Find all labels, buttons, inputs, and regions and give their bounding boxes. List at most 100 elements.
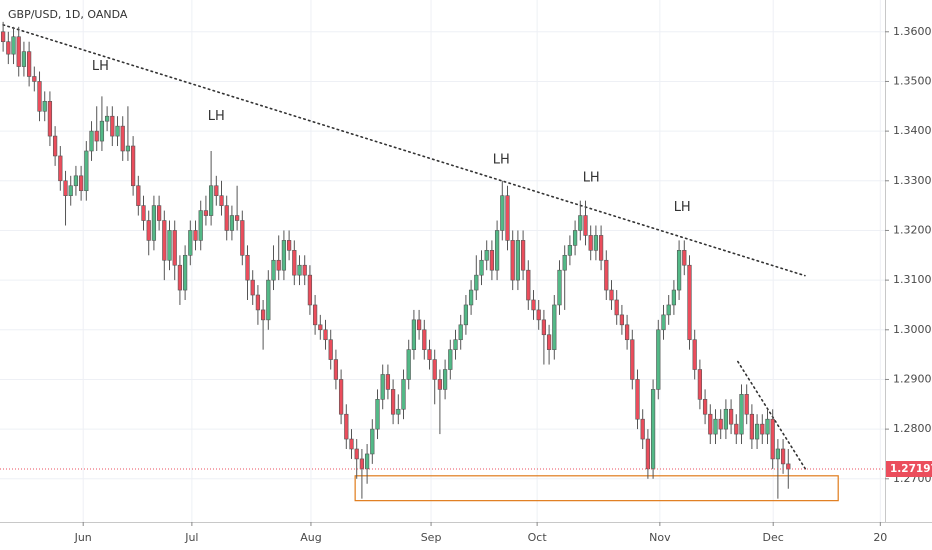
candle-body	[21, 51, 27, 67]
y-tick-label: 1.28000	[893, 422, 932, 435]
annotation: LH	[493, 152, 510, 167]
candle-body	[749, 413, 755, 440]
candle-body	[141, 205, 146, 221]
x-tick-label: Jun	[74, 531, 92, 544]
candle-body	[635, 379, 640, 420]
candle-body	[32, 76, 37, 82]
y-tick-label: 1.33000	[893, 174, 932, 187]
candle-body	[583, 215, 588, 236]
candle-body	[744, 394, 749, 415]
x-tick-label: Jul	[184, 531, 198, 544]
candle-body	[557, 269, 562, 306]
candle-body	[562, 254, 567, 271]
candle-body	[614, 299, 619, 316]
candle-body	[16, 36, 21, 67]
candle-body	[666, 304, 671, 316]
x-tick-label: Sep	[421, 531, 442, 544]
candle-body	[349, 438, 354, 450]
candle-body	[770, 418, 775, 460]
candle-body	[255, 294, 261, 311]
candle-body	[68, 185, 73, 196]
y-tick-label: 1.29000	[893, 372, 932, 385]
candle-body	[687, 264, 692, 341]
candle-body	[240, 220, 245, 256]
candle-body	[624, 324, 630, 341]
candle-body	[650, 389, 656, 470]
candle-body	[260, 309, 266, 321]
candle-body	[442, 369, 448, 390]
candle-body	[370, 428, 375, 455]
candle-body	[198, 210, 203, 241]
candle-body	[692, 339, 697, 370]
candle-body	[364, 453, 370, 470]
candle-body	[375, 399, 380, 430]
candle-body	[214, 185, 219, 196]
candle-body	[598, 235, 604, 261]
candle-body	[203, 210, 209, 216]
candle-body	[536, 309, 541, 321]
x-tick-label: Oct	[528, 531, 548, 544]
candle-body	[333, 359, 339, 380]
candle-body	[146, 220, 151, 241]
candle-body	[380, 374, 385, 400]
candle-body	[640, 418, 645, 440]
candle-body	[297, 264, 302, 276]
candle-body	[58, 155, 63, 182]
candle-body	[531, 299, 536, 311]
candle-body	[104, 115, 110, 122]
y-tick-label: 1.36000	[893, 25, 932, 38]
candle-body	[619, 314, 625, 326]
candle-body	[276, 259, 281, 271]
candle-body	[713, 418, 718, 435]
y-tick-label: 1.32000	[893, 223, 932, 236]
candle-body	[510, 240, 515, 281]
candle-body	[359, 458, 365, 470]
trendline	[2, 24, 806, 277]
candle-body	[453, 339, 458, 350]
last-price-label: 1.27197	[890, 463, 932, 475]
candle-body	[541, 319, 547, 336]
candle-body	[494, 230, 500, 271]
support-zone	[354, 475, 839, 502]
annotation: LH	[208, 109, 225, 124]
y-tick-label: 1.34000	[893, 124, 932, 137]
candle-body	[182, 254, 188, 291]
candle-body	[682, 250, 687, 266]
candle-body	[84, 150, 89, 192]
candle-body	[578, 215, 583, 231]
candle-body	[671, 289, 677, 306]
candle-body	[630, 339, 635, 380]
annotation: LH	[674, 200, 691, 215]
candle-body	[245, 254, 250, 281]
candle-body	[448, 349, 453, 370]
candle-body	[708, 413, 713, 435]
candle-body	[760, 423, 765, 435]
candle-body	[723, 408, 729, 430]
candle-body	[505, 195, 510, 241]
candle-body	[292, 250, 297, 276]
candle-body	[11, 36, 16, 55]
candle-body	[697, 369, 703, 400]
candle-body	[484, 250, 489, 261]
candle-body	[780, 448, 786, 465]
candle-body	[323, 329, 328, 341]
candle-body	[156, 205, 162, 221]
candle-body	[125, 145, 131, 152]
candle-body	[89, 130, 94, 152]
candle-body	[219, 195, 224, 206]
candle-body	[110, 115, 115, 137]
candle-body	[328, 339, 333, 360]
candle-body	[515, 240, 521, 281]
candle-body	[645, 438, 651, 470]
candle-body	[344, 413, 349, 440]
candle-body	[390, 389, 396, 415]
candle-body	[739, 394, 744, 435]
candle-body	[338, 379, 344, 415]
plot: LH LH LH LH LH	[0, 0, 885, 522]
candle-body	[765, 418, 770, 435]
candle-body	[500, 195, 505, 231]
candle-body	[593, 235, 599, 251]
annotation: LH	[583, 170, 600, 185]
